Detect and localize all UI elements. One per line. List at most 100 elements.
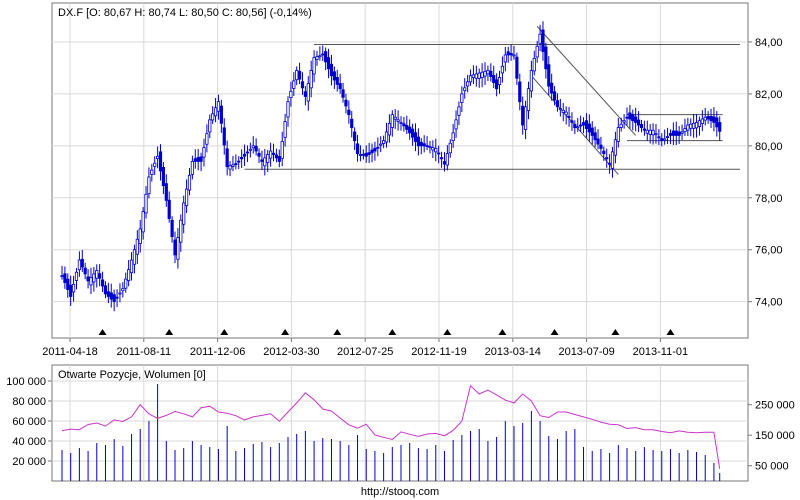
candle-body: [521, 105, 525, 126]
volume-right-tick-label: 50 000: [755, 461, 789, 473]
candle-body: [361, 153, 365, 156]
candle-body: [153, 162, 157, 167]
candle-body: [526, 88, 531, 111]
candle-body: [269, 150, 273, 159]
candle-body: [605, 157, 609, 160]
candle-body: [457, 106, 461, 116]
candle-body: [95, 270, 99, 279]
candle-body: [251, 145, 255, 149]
candle-body: [69, 284, 73, 297]
candle-body: [489, 70, 493, 77]
candle-body: [437, 152, 441, 155]
candle-body: [387, 122, 392, 136]
price-y-tick-label: 80,00: [755, 141, 783, 153]
candle-body: [535, 45, 539, 58]
candle-body: [680, 131, 684, 134]
candle-body: [550, 82, 554, 94]
footer-source: http://stooq.com: [361, 486, 439, 498]
price-x-tick-label: 2013-07-09: [558, 346, 614, 358]
candle-body: [593, 132, 597, 141]
candle-body: [257, 152, 261, 157]
price-grid: [52, 3, 748, 338]
candle-body: [616, 127, 620, 142]
volume-left-tick-label: 60 000: [12, 416, 46, 428]
price-x-tick-label: 2013-11-01: [633, 346, 688, 358]
candle-body: [552, 91, 557, 101]
candle-body: [164, 183, 168, 201]
candle-body: [442, 161, 447, 165]
event-marker: [220, 329, 229, 335]
candle-body: [147, 176, 151, 195]
candle-body: [280, 141, 284, 159]
candle-body: [184, 188, 189, 207]
volume-right-tick-label: 150 000: [755, 430, 795, 442]
candle-body: [567, 116, 571, 118]
candle-body: [344, 99, 348, 107]
candle-body: [628, 112, 632, 120]
price-panel-title: DX.F [O: 80,67 H: 80,74 L: 80,50 C: 80,5…: [58, 7, 312, 19]
candle-body: [495, 79, 499, 90]
candle-body: [66, 278, 70, 290]
candle-body: [234, 163, 238, 166]
event-marker: [165, 329, 174, 335]
candle-body: [523, 106, 528, 130]
candle-body: [706, 116, 710, 120]
candle-body: [547, 64, 551, 87]
event-marker: [98, 329, 107, 335]
candle-body: [558, 108, 562, 111]
candle-body: [199, 156, 203, 162]
candle-body: [141, 211, 145, 233]
candle-body: [703, 116, 707, 121]
candle-body: [98, 273, 102, 279]
candle-body: [648, 129, 652, 135]
candle-body: [561, 109, 565, 113]
candle-body: [576, 126, 580, 129]
candle-body: [431, 147, 435, 151]
price-x-tick-label: 2012-11-19: [411, 346, 466, 358]
candle-body: [599, 144, 603, 149]
candle-body: [286, 101, 290, 118]
candle-body: [466, 81, 470, 87]
candle-body: [74, 271, 79, 281]
candle-body: [639, 124, 644, 129]
candle-body: [451, 132, 455, 142]
candle-body: [106, 291, 110, 297]
price-candles: [60, 21, 722, 312]
candle-body: [645, 129, 649, 134]
candle-body: [619, 123, 623, 128]
volume-right-axis: 50 000 150 000 250 000: [748, 400, 795, 473]
candle-body: [277, 156, 281, 162]
candle-body: [182, 202, 186, 225]
candle-body: [271, 152, 276, 155]
candle-body: [112, 294, 116, 303]
candle-body: [715, 117, 719, 128]
candle-body: [529, 70, 533, 92]
candle-body: [425, 145, 429, 147]
candle-body: [237, 160, 241, 163]
candle-body: [382, 140, 386, 144]
candle-body: [190, 161, 194, 175]
candle-body: [518, 81, 522, 103]
candle-body: [292, 80, 296, 89]
candle-body: [718, 122, 722, 132]
candle-body: [390, 114, 394, 128]
candle-body: [439, 157, 444, 160]
candle-body: [709, 116, 713, 122]
candle-body: [692, 122, 696, 129]
candle-body: [228, 165, 232, 170]
candle-body: [219, 105, 223, 124]
volume-grid: [52, 365, 748, 481]
candle-body: [555, 100, 560, 108]
candle-body: [176, 237, 180, 260]
candle-body: [306, 83, 310, 102]
candle-body: [312, 57, 316, 75]
candle-body: [570, 120, 574, 123]
candle-body: [77, 259, 81, 271]
event-marker: [333, 329, 342, 335]
candle-body: [208, 119, 212, 133]
candle-body: [80, 258, 84, 268]
candle-body: [613, 139, 618, 156]
candle-body: [532, 58, 536, 72]
candle-body: [671, 130, 675, 136]
candle-body: [654, 133, 658, 136]
